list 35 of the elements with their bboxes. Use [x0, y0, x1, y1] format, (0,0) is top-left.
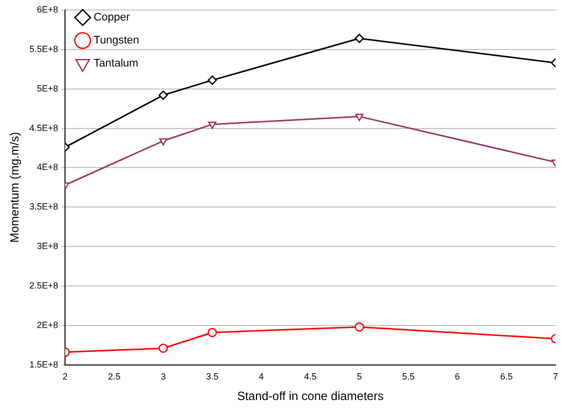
y-axis-title: Momentum (mg.m/s)	[8, 132, 22, 243]
y-tick-label: 6E+8	[36, 4, 58, 14]
y-tick-label: 5.5E+8	[29, 44, 58, 54]
x-axis-title: Stand-off in cone diameters	[237, 389, 384, 404]
y-tick-label: 2.5E+8	[29, 280, 58, 290]
y-tick-label: 4E+8	[36, 162, 58, 172]
point	[208, 122, 216, 129]
x-tick-label: 4.5	[304, 372, 317, 382]
x-tick-label: 2	[62, 372, 68, 382]
x-tick-label: 3	[160, 372, 166, 382]
x-tick-label: 4	[258, 372, 264, 382]
y-tick-label: 3E+8	[36, 241, 58, 252]
point	[208, 328, 217, 338]
x-tick-label: 3.5	[206, 372, 219, 382]
x-tick-label: 5	[356, 372, 362, 382]
y-tick-label: 1.5E+8	[29, 359, 58, 370]
y-tick-label: 3.5E+8	[29, 202, 58, 212]
point	[208, 76, 217, 85]
x-tick-label: 6	[454, 372, 460, 382]
point	[354, 322, 364, 332]
legend-label: Tungsten	[94, 34, 140, 47]
point	[159, 138, 168, 146]
y-tick-label: 5E+8	[36, 83, 58, 94]
point	[158, 90, 168, 100]
x-tick-label: 7	[552, 372, 558, 382]
x-tick-label: 2.5	[108, 372, 120, 382]
point	[158, 344, 168, 353]
x-tick-label: 6.5	[500, 372, 513, 382]
point	[355, 114, 364, 122]
legend-label: Copper	[94, 12, 130, 24]
legend-label: Tantalum	[94, 58, 138, 70]
x-tick-label: 5.5	[402, 372, 415, 382]
y-tick-label: 4.5E+8	[29, 122, 58, 133]
point	[354, 34, 364, 44]
y-tick-label: 2E+8	[36, 320, 58, 330]
